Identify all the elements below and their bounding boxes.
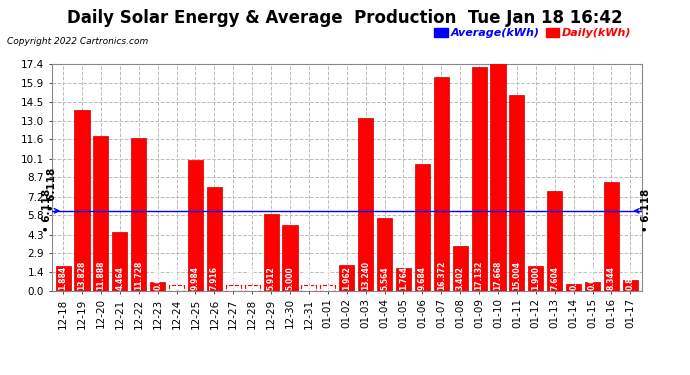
Text: 1.900: 1.900 bbox=[531, 266, 540, 290]
Bar bbox=[150, 282, 165, 291]
Text: 5.912: 5.912 bbox=[266, 266, 275, 290]
Text: • 6.118: • 6.118 bbox=[641, 189, 651, 232]
Text: 1.962: 1.962 bbox=[342, 266, 351, 290]
Bar bbox=[55, 266, 70, 291]
Text: • 6.118: • 6.118 bbox=[47, 168, 57, 211]
Bar bbox=[491, 60, 506, 291]
Text: 11.728: 11.728 bbox=[135, 260, 144, 290]
Bar bbox=[585, 282, 600, 291]
Bar bbox=[264, 213, 279, 291]
Text: 0.648: 0.648 bbox=[588, 266, 597, 290]
Bar bbox=[358, 118, 373, 291]
Bar bbox=[112, 232, 128, 291]
Bar bbox=[207, 188, 222, 291]
Text: 0.840: 0.840 bbox=[626, 266, 635, 290]
Text: 17.132: 17.132 bbox=[475, 260, 484, 290]
Text: 7.916: 7.916 bbox=[210, 266, 219, 290]
Text: 9.684: 9.684 bbox=[418, 266, 427, 290]
Text: Daily Solar Energy & Average  Production  Tue Jan 18 16:42: Daily Solar Energy & Average Production … bbox=[67, 9, 623, 27]
Bar bbox=[75, 110, 90, 291]
Bar bbox=[320, 285, 335, 291]
Bar bbox=[566, 284, 581, 291]
Text: 4.464: 4.464 bbox=[115, 266, 124, 290]
Bar bbox=[623, 280, 638, 291]
Bar bbox=[471, 67, 486, 291]
Text: 1.764: 1.764 bbox=[399, 266, 408, 290]
Text: 0.660: 0.660 bbox=[153, 266, 162, 290]
Text: 13.828: 13.828 bbox=[77, 260, 86, 290]
Text: 13.240: 13.240 bbox=[361, 261, 370, 290]
Bar bbox=[302, 285, 317, 291]
Bar bbox=[377, 218, 392, 291]
Text: 0.000: 0.000 bbox=[304, 266, 313, 290]
Text: • 6.118: • 6.118 bbox=[42, 189, 52, 232]
Text: 9.984: 9.984 bbox=[191, 266, 200, 290]
Text: 0.000: 0.000 bbox=[324, 266, 333, 290]
Text: 16.372: 16.372 bbox=[437, 260, 446, 290]
Text: 1.884: 1.884 bbox=[59, 266, 68, 290]
Bar bbox=[93, 136, 108, 291]
Text: 0.000: 0.000 bbox=[248, 266, 257, 290]
Bar bbox=[434, 77, 448, 291]
Text: Copyright 2022 Cartronics.com: Copyright 2022 Cartronics.com bbox=[7, 38, 148, 46]
Text: 0.000: 0.000 bbox=[172, 266, 181, 290]
Bar bbox=[453, 246, 468, 291]
Bar bbox=[339, 265, 354, 291]
Bar bbox=[245, 285, 259, 291]
Text: 3.402: 3.402 bbox=[455, 266, 464, 290]
Text: 8.344: 8.344 bbox=[607, 266, 616, 290]
Text: 17.668: 17.668 bbox=[493, 260, 502, 290]
Bar bbox=[604, 182, 619, 291]
Text: 5.000: 5.000 bbox=[286, 266, 295, 290]
Text: 0.000: 0.000 bbox=[229, 266, 238, 290]
Bar bbox=[396, 268, 411, 291]
Text: 11.888: 11.888 bbox=[97, 260, 106, 290]
Bar bbox=[188, 160, 203, 291]
Text: 0.528: 0.528 bbox=[569, 266, 578, 290]
Bar bbox=[169, 285, 184, 291]
Text: 7.604: 7.604 bbox=[550, 266, 559, 290]
Bar bbox=[529, 266, 544, 291]
Legend: Average(kWh), Daily(kWh): Average(kWh), Daily(kWh) bbox=[430, 24, 636, 43]
Text: 15.004: 15.004 bbox=[513, 261, 522, 290]
Text: 5.564: 5.564 bbox=[380, 266, 389, 290]
Bar bbox=[131, 138, 146, 291]
Bar bbox=[547, 192, 562, 291]
Bar bbox=[415, 164, 430, 291]
Bar bbox=[509, 95, 524, 291]
Bar bbox=[282, 225, 297, 291]
Bar bbox=[226, 285, 241, 291]
